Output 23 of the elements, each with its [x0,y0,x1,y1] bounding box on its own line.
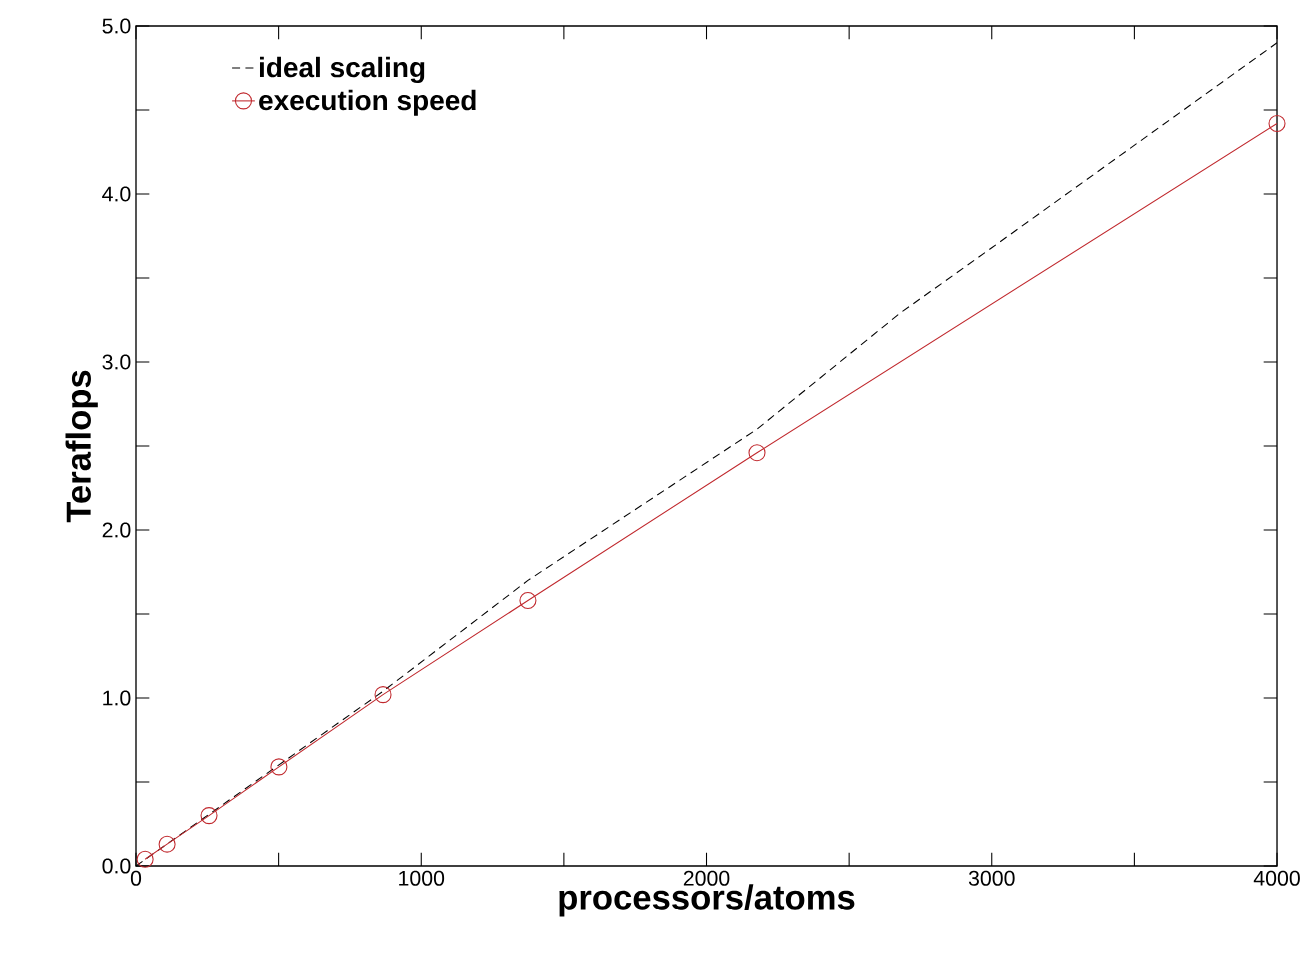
legend-label: ideal scaling [259,56,425,84]
y-tick-label: 5.0 [102,18,131,34]
y-axis-title: Teraflops [65,370,98,523]
y-tick-label: 3.0 [102,354,131,370]
x-tick-label: 1000 [399,870,445,886]
x-tick-label: 3000 [968,870,1015,886]
y-tick-label: 2.0 [102,522,131,538]
y-tick-label: 4.0 [102,186,131,202]
point [270,758,288,776]
point [158,835,176,853]
x-axis-title: processors/atoms [559,884,855,917]
x-tick-label: 4000 [1253,870,1300,886]
point [374,686,392,704]
x-tick-label: 2000 [683,870,730,886]
point [519,592,537,610]
y-tick-label: 0.0 [102,858,131,874]
legend-label: execution speed [259,89,476,116]
point [1268,114,1286,132]
point [200,807,218,825]
y-tick-label: 1.0 [103,690,131,706]
point [748,444,766,462]
point [136,850,154,868]
x-tick-label: 0 [130,870,142,886]
